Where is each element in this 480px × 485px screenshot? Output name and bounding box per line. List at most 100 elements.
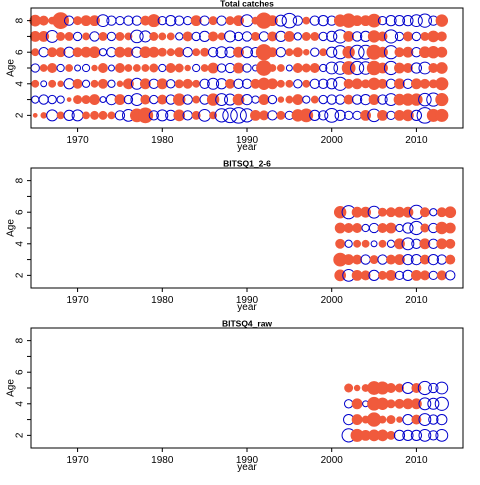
- positive-residual-bubble: [343, 223, 354, 233]
- positive-residual-bubble: [377, 109, 388, 121]
- positive-residual-bubble: [98, 110, 108, 120]
- y-tick-label: 4: [15, 241, 26, 247]
- y-tick-label: 6: [15, 369, 26, 375]
- positive-residual-bubble: [148, 46, 160, 58]
- negative-residual-bubble: [285, 64, 293, 72]
- positive-residual-bubble: [200, 47, 210, 57]
- positive-residual-bubble: [435, 14, 449, 27]
- negative-residual-bubble: [230, 107, 247, 124]
- negative-residual-bubble: [165, 15, 177, 27]
- negative-residual-bubble: [361, 223, 370, 233]
- positive-residual-bubble: [72, 78, 83, 89]
- positive-residual-bubble: [402, 206, 414, 218]
- negative-residual-bubble: [191, 31, 201, 42]
- x-tick-label: 2010: [405, 455, 428, 466]
- y-tick-label: 8: [15, 177, 26, 183]
- positive-residual-bubble: [190, 15, 202, 27]
- positive-residual-bubble: [436, 31, 447, 42]
- y-tick-label: 4: [15, 81, 26, 87]
- negative-residual-bubble: [107, 79, 116, 88]
- negative-residual-bubble: [63, 109, 75, 121]
- positive-residual-bubble: [386, 399, 396, 409]
- positive-residual-bubble: [124, 32, 133, 41]
- positive-residual-bubble: [343, 94, 354, 105]
- positive-residual-bubble: [342, 46, 355, 59]
- positive-residual-bubble: [303, 48, 310, 56]
- positive-residual-bubble: [192, 95, 201, 104]
- positive-residual-bubble: [402, 31, 413, 42]
- positive-residual-bubble: [64, 31, 74, 41]
- positive-residual-bubble: [436, 46, 448, 58]
- negative-residual-bubble: [242, 63, 252, 73]
- negative-residual-bubble: [222, 107, 238, 124]
- negative-residual-bubble: [410, 109, 423, 121]
- y-tick-label: 6: [15, 49, 26, 55]
- positive-residual-bubble: [233, 46, 244, 58]
- positive-residual-bubble: [157, 94, 168, 105]
- negative-residual-bubble: [215, 93, 228, 106]
- positive-residual-bubble: [419, 238, 431, 250]
- negative-residual-bubble: [40, 80, 48, 88]
- negative-residual-bubble: [368, 222, 380, 234]
- positive-residual-bubble: [444, 222, 456, 234]
- positive-residual-bubble: [88, 46, 101, 59]
- negative-residual-bubble: [435, 381, 449, 395]
- positive-residual-bubble: [192, 48, 201, 57]
- negative-residual-bubble: [106, 31, 117, 42]
- negative-residual-bubble: [166, 79, 176, 89]
- negative-residual-bubble: [401, 237, 415, 251]
- positive-residual-bubble: [445, 254, 456, 265]
- positive-residual-bubble: [267, 15, 278, 27]
- y-tick-label: 2: [15, 272, 26, 278]
- positive-residual-bubble: [283, 31, 295, 42]
- positive-residual-bubble: [208, 31, 219, 42]
- positive-residual-bubble: [292, 94, 304, 105]
- positive-residual-bubble: [56, 111, 65, 120]
- negative-residual-bubble: [215, 46, 228, 59]
- negative-residual-bubble: [114, 110, 126, 121]
- negative-residual-bubble: [344, 239, 353, 248]
- positive-residual-bubble: [207, 62, 219, 74]
- negative-residual-bubble: [325, 61, 339, 75]
- negative-residual-bubble: [233, 78, 244, 89]
- positive-residual-bubble: [420, 223, 430, 233]
- positive-residual-bubble: [341, 61, 356, 75]
- positive-residual-bubble: [377, 62, 388, 74]
- positive-residual-bubble: [267, 31, 278, 42]
- negative-residual-bubble: [81, 79, 91, 88]
- positive-residual-bubble: [225, 78, 236, 89]
- positive-residual-bubble: [173, 109, 186, 122]
- negative-residual-bubble: [410, 14, 423, 28]
- positive-residual-bubble: [31, 48, 40, 57]
- negative-residual-bubble: [241, 78, 253, 89]
- positive-residual-bubble: [251, 31, 260, 41]
- chart-title: BITSQ4_raw: [222, 319, 272, 329]
- negative-residual-bubble: [418, 92, 432, 107]
- positive-residual-bubble: [276, 64, 285, 72]
- negative-residual-bubble: [156, 109, 169, 122]
- positive-residual-bubble: [173, 93, 186, 106]
- x-tick-label: 1970: [66, 135, 89, 146]
- negative-residual-bubble: [395, 223, 404, 233]
- positive-residual-bubble: [123, 78, 134, 90]
- positive-residual-bubble: [378, 270, 387, 280]
- x-tick-label: 1990: [236, 295, 259, 306]
- positive-residual-bubble: [411, 414, 422, 425]
- negative-residual-bubble: [429, 208, 438, 217]
- positive-residual-bubble: [258, 94, 270, 105]
- y-tick-label: 6: [15, 209, 26, 215]
- x-tick-label: 2000: [321, 295, 344, 306]
- positive-residual-bubble: [98, 63, 108, 73]
- negative-residual-bubble: [377, 254, 388, 265]
- positive-residual-bubble: [232, 93, 245, 106]
- positive-residual-bubble: [123, 47, 134, 58]
- x-axis-label: year: [237, 302, 257, 313]
- negative-residual-bubble: [47, 94, 57, 105]
- negative-residual-bubble: [123, 94, 134, 105]
- negative-residual-bubble: [98, 48, 108, 57]
- positive-residual-bubble: [192, 79, 201, 88]
- negative-residual-bubble: [427, 253, 439, 266]
- negative-residual-bubble: [258, 31, 270, 42]
- positive-residual-bubble: [333, 206, 347, 219]
- positive-residual-bubble: [309, 63, 320, 73]
